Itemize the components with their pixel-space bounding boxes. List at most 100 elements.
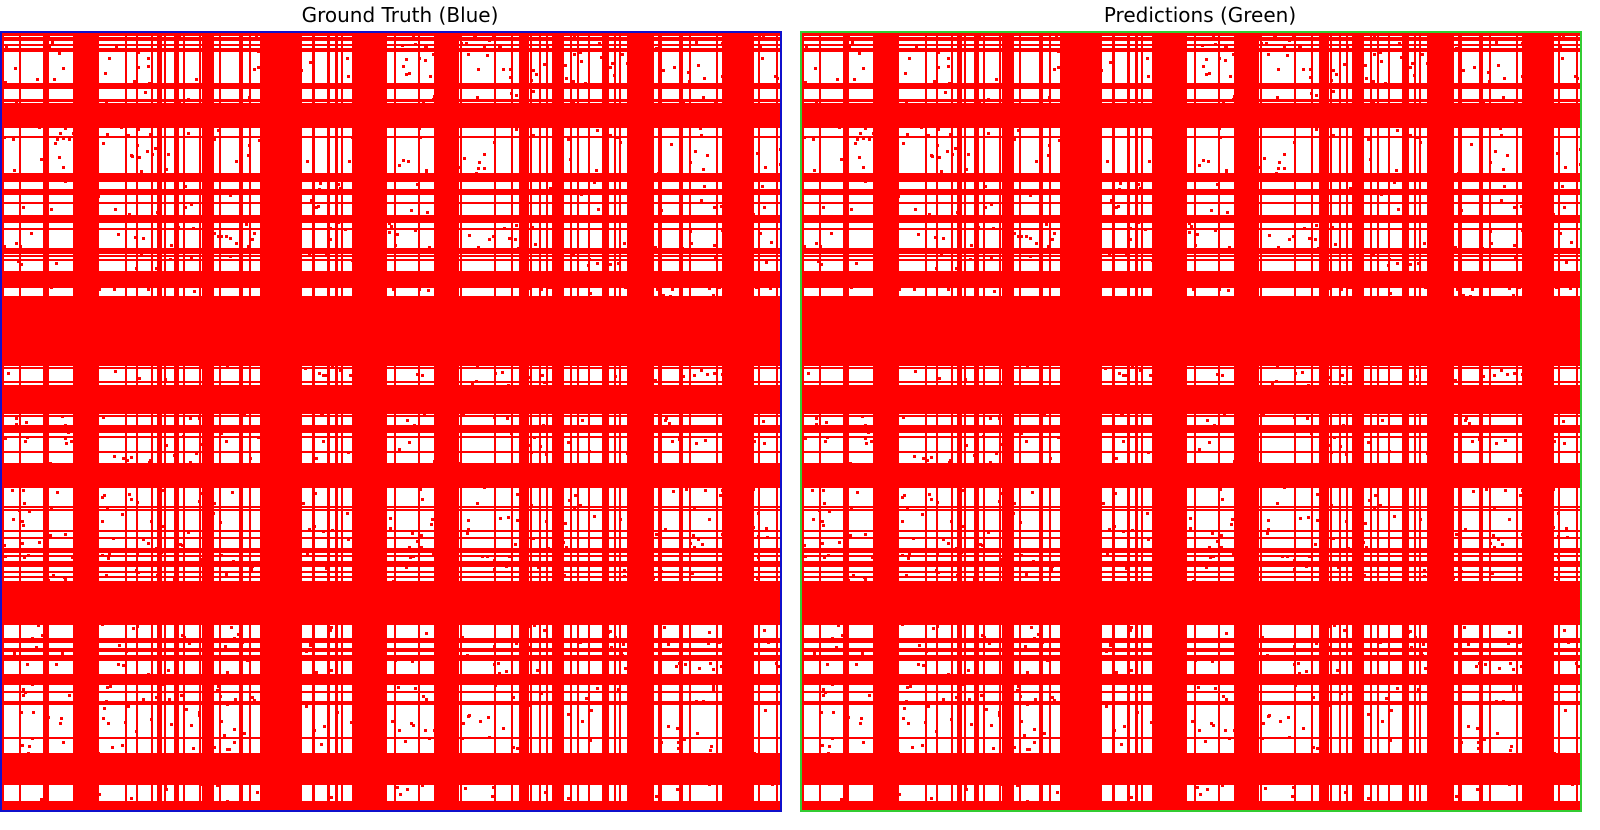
speckle <box>320 743 323 746</box>
speckle <box>605 156 608 159</box>
speckle <box>29 405 32 408</box>
speckle <box>1576 77 1579 80</box>
speckle <box>21 744 24 747</box>
speckle <box>126 605 129 608</box>
speckle <box>461 276 464 279</box>
speckle <box>746 657 749 660</box>
speckle <box>396 233 399 236</box>
speckle <box>1221 784 1224 787</box>
speckle <box>1211 660 1214 663</box>
speckle <box>552 251 555 254</box>
speckle <box>34 248 37 251</box>
speckle <box>201 783 204 786</box>
speckle <box>646 778 649 781</box>
speckle <box>11 282 14 285</box>
speckle <box>360 87 363 90</box>
speckle <box>529 301 532 304</box>
speckle <box>88 61 91 64</box>
horizontal-stripe <box>2 451 780 453</box>
speckle <box>942 358 945 361</box>
speckle <box>352 612 355 615</box>
speckle <box>50 208 53 211</box>
speckle <box>47 716 50 719</box>
speckle <box>98 793 101 796</box>
speckle <box>211 715 214 718</box>
speckle <box>245 330 248 333</box>
speckle <box>1056 399 1059 402</box>
speckle <box>683 599 686 602</box>
speckle <box>1315 648 1318 651</box>
speckle <box>528 376 531 379</box>
speckle <box>1200 301 1203 304</box>
speckle <box>1488 779 1491 782</box>
speckle <box>1306 417 1309 420</box>
speckle <box>216 784 219 787</box>
speckle <box>240 649 243 652</box>
speckle <box>654 246 657 249</box>
speckle <box>1014 396 1017 399</box>
speckle <box>235 242 238 245</box>
speckle <box>667 643 670 646</box>
speckle <box>369 580 372 583</box>
speckle <box>1081 295 1084 298</box>
speckle <box>81 127 84 130</box>
speckle <box>1312 746 1315 749</box>
speckle <box>35 346 38 349</box>
speckle <box>1571 783 1574 786</box>
speckle <box>1020 235 1023 238</box>
vertical-stripe <box>367 33 369 810</box>
speckle <box>694 150 697 153</box>
speckle <box>883 557 886 560</box>
speckle <box>1569 287 1572 290</box>
speckle <box>1470 756 1473 759</box>
speckle <box>1510 805 1513 808</box>
speckle <box>938 218 941 221</box>
speckle <box>525 264 528 267</box>
speckle <box>947 542 950 545</box>
speckle <box>664 419 667 422</box>
speckle <box>358 434 361 437</box>
vertical-stripe <box>1311 33 1313 810</box>
speckle <box>398 448 401 451</box>
speckle <box>641 541 644 544</box>
speckle <box>889 712 892 715</box>
speckle <box>1261 592 1264 595</box>
speckle <box>410 649 413 652</box>
speckle <box>278 141 281 144</box>
speckle <box>1368 499 1371 502</box>
speckle <box>98 766 101 769</box>
horizontal-stripe <box>2 429 780 431</box>
vertical-band <box>1234 33 1259 810</box>
speckle <box>627 806 630 809</box>
speckle <box>1331 316 1334 319</box>
speckle <box>671 440 674 443</box>
speckle <box>1095 621 1098 624</box>
speckle <box>828 745 831 748</box>
speckle <box>414 229 417 232</box>
speckle <box>323 725 326 728</box>
speckle <box>1243 793 1246 796</box>
speckle <box>1341 374 1344 377</box>
speckle <box>1409 386 1412 389</box>
speckle <box>1314 238 1317 241</box>
speckle <box>282 641 285 644</box>
speckle <box>662 69 665 72</box>
speckle <box>720 305 723 308</box>
speckle <box>523 730 526 733</box>
speckle <box>906 507 909 510</box>
speckle <box>1292 786 1295 789</box>
speckle <box>522 809 525 810</box>
speckle <box>1142 341 1145 344</box>
speckle <box>619 309 622 312</box>
speckle <box>1434 737 1437 740</box>
speckle <box>135 730 138 733</box>
vertical-stripe <box>453 33 455 810</box>
speckle <box>946 771 949 774</box>
speckle <box>347 674 350 677</box>
speckle <box>1548 327 1551 330</box>
speckle <box>1534 196 1537 199</box>
speckle <box>1367 797 1370 800</box>
speckle <box>560 402 563 405</box>
speckle <box>1086 207 1089 210</box>
speckle <box>214 773 217 776</box>
